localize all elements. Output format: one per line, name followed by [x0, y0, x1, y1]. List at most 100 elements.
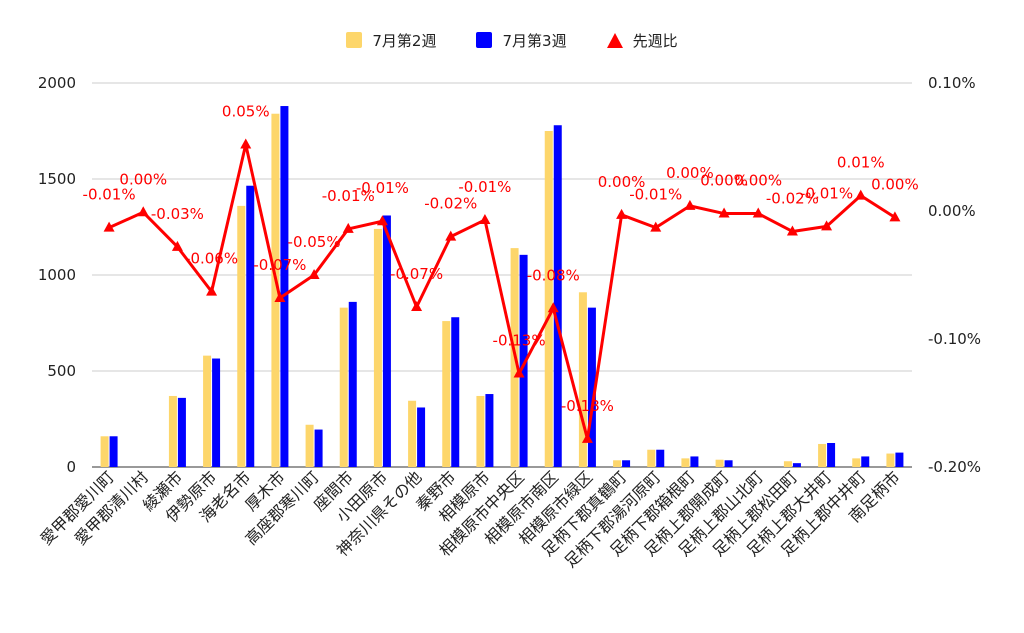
ratio-point — [616, 208, 628, 219]
ratio-data-label: 0.00% — [871, 175, 919, 193]
bar-week2 — [442, 321, 451, 467]
ratio-data-label: 0.05% — [222, 102, 270, 120]
ratio-data-label: -0.08% — [527, 266, 580, 284]
y-left-tick-label: 1500 — [38, 170, 76, 188]
ratio-point — [411, 301, 423, 311]
bar-week3 — [519, 254, 528, 467]
legend-label-week2: 7月第2週 — [372, 31, 437, 50]
bar-week2 — [408, 400, 417, 467]
legend-item-week2: 7月第2週 — [346, 30, 436, 51]
ratio-data-label: -0.01% — [800, 184, 853, 202]
bar-week3 — [417, 407, 426, 467]
ratio-point — [650, 221, 662, 232]
bar-week2 — [339, 307, 348, 467]
ratio-data-label: -0.01% — [629, 186, 682, 204]
legend-swatch-week3 — [476, 32, 493, 48]
ratio-point — [376, 215, 388, 226]
ratio-point — [342, 222, 354, 233]
bar-week2 — [237, 205, 246, 467]
bar-week3 — [690, 456, 699, 467]
bar-week3 — [348, 301, 357, 467]
y-right-tick-label: -0.20% — [928, 458, 981, 476]
bar-week3 — [109, 436, 118, 467]
y-right-tick-label: 0.10% — [928, 74, 976, 92]
ratio-data-label: 0.00% — [598, 173, 646, 191]
ratio-data-label: -0.07% — [390, 265, 443, 283]
ratio-point — [308, 269, 320, 279]
bar-week3 — [485, 394, 494, 467]
ratio-data-label: -0.01% — [458, 178, 511, 196]
ratio-data-label: -0.13% — [493, 332, 546, 350]
ratio-point — [206, 285, 218, 296]
ratio-data-label: 0.00% — [734, 172, 782, 190]
y-left-tick-label: 1000 — [38, 266, 76, 284]
ratio-data-label: -0.01% — [322, 187, 375, 205]
ratio-data-label: -0.06% — [185, 250, 238, 268]
ratio-data-label: -0.01% — [356, 179, 409, 197]
ratio-data-label: -0.03% — [151, 205, 204, 223]
ratio-point — [445, 230, 457, 241]
ratio-point — [103, 221, 115, 232]
ratio-point — [479, 213, 491, 224]
ratio-data-label: 0.00% — [119, 170, 167, 188]
bar-week2 — [305, 424, 314, 467]
bar-week2 — [168, 395, 177, 467]
bar-week2 — [613, 460, 622, 467]
ratio-point — [855, 189, 867, 200]
legend: 7月第2週 7月第3週 先週比 — [0, 28, 1024, 52]
bar-week2 — [203, 355, 212, 467]
ratio-data-label: -0.05% — [288, 233, 341, 251]
bar-week2 — [886, 453, 895, 467]
legend-swatch-week2 — [346, 32, 363, 48]
bar-week3 — [622, 460, 631, 467]
y-left-tick-label: 0 — [66, 458, 76, 476]
bar-week3 — [895, 452, 904, 467]
legend-item-week3: 7月第3週 — [476, 30, 567, 51]
ratio-data-label: -0.02% — [424, 195, 477, 213]
ratio-point — [547, 302, 559, 313]
bar-week3 — [792, 463, 801, 467]
bar-week3 — [656, 449, 665, 467]
legend-label-ratio: 先週比 — [632, 31, 678, 50]
ratio-point — [581, 432, 593, 443]
bar-week3 — [587, 307, 596, 467]
bar-week2 — [578, 292, 587, 467]
bar-week3 — [827, 443, 836, 467]
bar-week2 — [100, 436, 109, 467]
ratio-point — [718, 207, 730, 218]
bar-week2 — [818, 443, 827, 467]
ratio-point — [786, 225, 798, 236]
bar-week2 — [647, 449, 656, 467]
bar-week3 — [314, 429, 323, 467]
y-left-tick-label: 500 — [47, 362, 76, 380]
bar-week2 — [852, 458, 861, 467]
bar-week2 — [783, 461, 792, 467]
bar-week3 — [246, 185, 255, 467]
ratio-data-label: -0.01% — [83, 186, 136, 204]
bar-week3 — [724, 460, 733, 467]
bar-week2 — [681, 458, 690, 467]
y-right-tick-label: 0.00% — [928, 202, 976, 220]
bar-week2 — [544, 131, 553, 467]
ratio-data-label: 0.00% — [666, 164, 714, 182]
ratio-point — [274, 292, 286, 303]
bar-week3 — [553, 125, 562, 468]
ratio-point — [171, 240, 183, 251]
ratio-point — [684, 199, 696, 210]
ratio-point — [240, 138, 252, 149]
ratio-point — [821, 220, 833, 231]
ratio-data-label: -0.07% — [253, 256, 306, 274]
bar-week3 — [177, 397, 186, 467]
ratio-line — [108, 142, 896, 441]
bar-week2 — [476, 395, 485, 467]
ratio-data-label: -0.02% — [766, 189, 819, 207]
bar-week3 — [382, 215, 391, 467]
ratio-point — [137, 206, 149, 217]
ratio-data-label: 0.00% — [700, 172, 748, 190]
ratio-point — [752, 207, 764, 218]
bar-week3 — [212, 358, 221, 467]
legend-item-ratio: 先週比 — [606, 30, 678, 51]
ratio-point — [513, 367, 525, 378]
y-left-tick-label: 2000 — [38, 74, 76, 92]
bar-week2 — [271, 113, 280, 467]
